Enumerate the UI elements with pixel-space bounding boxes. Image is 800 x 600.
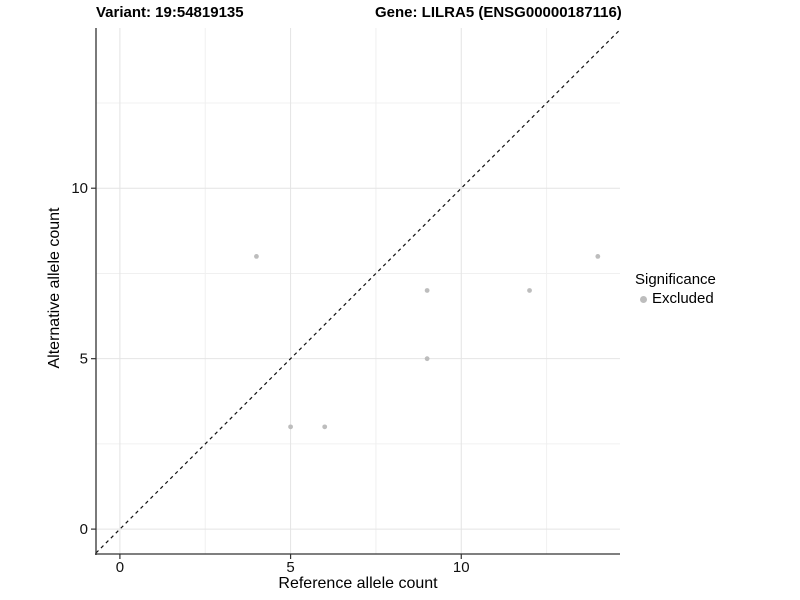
legend-item-excluded: Excluded [635, 290, 716, 308]
identity-line [95, 29, 621, 554]
legend-point-icon [640, 295, 647, 303]
data-point [322, 424, 328, 430]
plot-title-variant: Variant: 19:54819135 [96, 4, 244, 21]
y-axis-label: Alternative allele count [46, 207, 63, 369]
legend-item-label: Excluded [652, 290, 714, 307]
y-tick-label: 0 [80, 521, 88, 538]
x-tick-label: 0 [116, 559, 124, 576]
data-point [254, 253, 259, 259]
data-point [288, 424, 293, 430]
data-point [527, 288, 532, 293]
y-tick-label: 5 [80, 351, 88, 368]
legend: Significance Excluded [635, 271, 716, 308]
y-tick-label: 10 [71, 180, 88, 197]
x-tick-label: 10 [453, 559, 470, 576]
plot-title-gene: Gene: LILRA5 (ENSG00000187116) [375, 4, 622, 21]
data-point [424, 288, 430, 293]
x-axis-label: Reference allele count [278, 575, 438, 592]
legend-title: Significance [635, 271, 716, 288]
data-point [595, 253, 601, 259]
x-tick-label: 5 [286, 559, 294, 576]
data-point [424, 356, 430, 362]
